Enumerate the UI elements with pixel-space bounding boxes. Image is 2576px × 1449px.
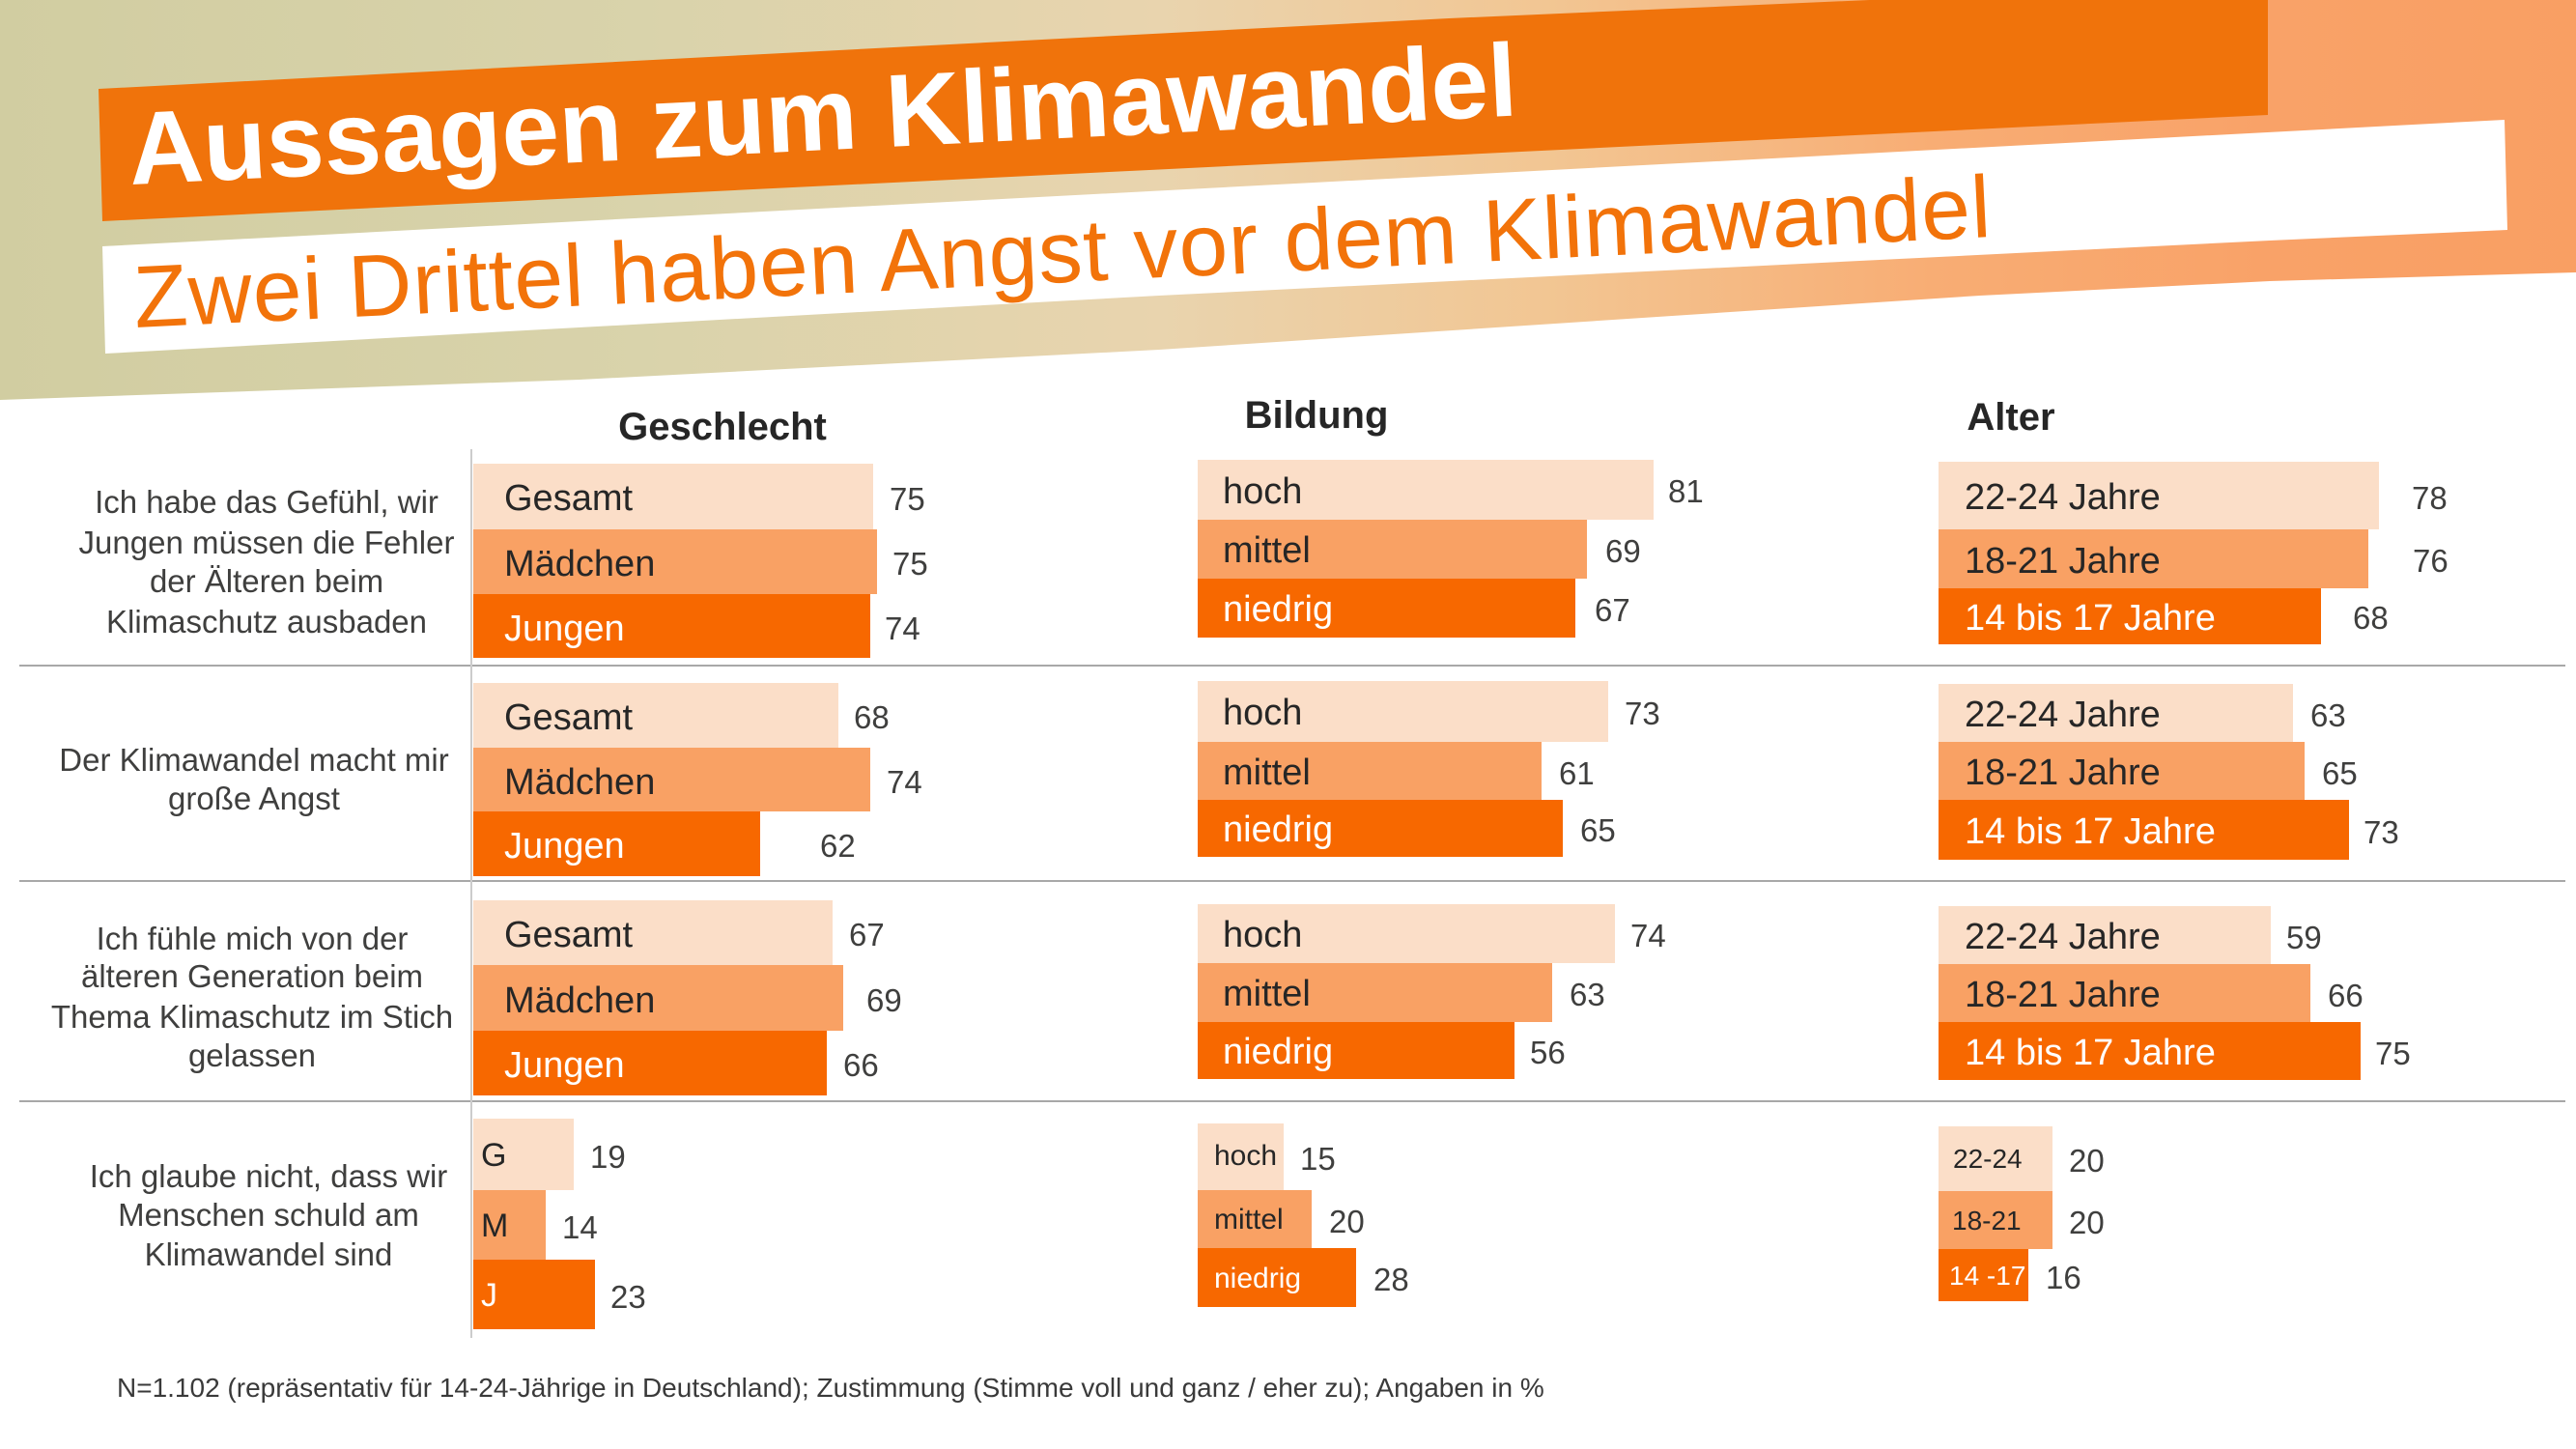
svg-text:14 bis 17 Jahre: 14 bis 17 Jahre xyxy=(1965,811,2216,852)
svg-text:Gesamt: Gesamt xyxy=(504,915,633,955)
svg-text:67: 67 xyxy=(849,917,885,952)
svg-text:hoch: hoch xyxy=(1214,1140,1277,1172)
svg-text:niedrig: niedrig xyxy=(1223,1032,1333,1072)
svg-text:73: 73 xyxy=(2364,814,2399,850)
svg-text:14 bis 17 Jahre: 14 bis 17 Jahre xyxy=(1965,1033,2216,1073)
svg-text:16: 16 xyxy=(2046,1260,2081,1295)
svg-text:18-21 Jahre: 18-21 Jahre xyxy=(1965,541,2161,582)
svg-text:19: 19 xyxy=(590,1139,626,1175)
svg-text:65: 65 xyxy=(2322,755,2358,791)
svg-text:23: 23 xyxy=(610,1279,646,1315)
svg-text:75: 75 xyxy=(892,546,928,582)
svg-text:15: 15 xyxy=(1300,1141,1336,1177)
svg-text:Jungen: Jungen xyxy=(504,609,625,649)
svg-text:mittel: mittel xyxy=(1214,1204,1284,1236)
svg-text:28: 28 xyxy=(1373,1262,1409,1297)
svg-text:74: 74 xyxy=(885,611,920,646)
svg-text:Mädchen: Mädchen xyxy=(504,544,655,584)
svg-text:niedrig: niedrig xyxy=(1223,589,1333,630)
svg-text:hoch: hoch xyxy=(1223,471,1302,512)
svg-text:78: 78 xyxy=(2412,480,2448,516)
svg-text:niedrig: niedrig xyxy=(1214,1263,1301,1294)
svg-text:hoch: hoch xyxy=(1223,915,1302,955)
svg-text:14 -17: 14 -17 xyxy=(1949,1261,2025,1291)
svg-text:Geschlecht: Geschlecht xyxy=(618,406,827,448)
svg-text:66: 66 xyxy=(843,1047,879,1083)
svg-text:63: 63 xyxy=(2310,697,2346,733)
svg-text:Der Klimawandel macht mir: Der Klimawandel macht mir xyxy=(59,742,448,778)
svg-text:Menschen schuld am: Menschen schuld am xyxy=(118,1197,419,1233)
svg-text:69: 69 xyxy=(1605,533,1641,569)
svg-text:N=1.102 (repräsentativ für 14-: N=1.102 (repräsentativ für 14-24-Jährige… xyxy=(117,1373,1544,1403)
svg-text:Mädchen: Mädchen xyxy=(504,980,655,1021)
svg-text:18-21: 18-21 xyxy=(1952,1206,2022,1236)
svg-text:Gesamt: Gesamt xyxy=(504,478,633,519)
svg-text:14: 14 xyxy=(562,1209,598,1245)
svg-text:65: 65 xyxy=(1580,812,1616,848)
svg-text:Jungen: Jungen xyxy=(504,1045,625,1086)
svg-text:66: 66 xyxy=(2328,978,2364,1013)
svg-text:63: 63 xyxy=(1570,977,1605,1012)
svg-text:Jungen: Jungen xyxy=(504,826,625,867)
svg-text:76: 76 xyxy=(2413,543,2449,579)
svg-text:Ich fühle mich von der: Ich fühle mich von der xyxy=(97,921,409,956)
svg-text:20: 20 xyxy=(1329,1204,1365,1239)
svg-text:68: 68 xyxy=(854,699,890,735)
svg-text:22-24 Jahre: 22-24 Jahre xyxy=(1965,695,2161,735)
svg-text:Klimaschutz ausbaden: Klimaschutz ausbaden xyxy=(106,604,427,639)
svg-text:Ich glaube nicht, dass wir: Ich glaube nicht, dass wir xyxy=(90,1158,448,1194)
svg-text:mittel: mittel xyxy=(1223,753,1311,793)
svg-text:der Älteren beim: der Älteren beim xyxy=(150,563,383,599)
svg-text:Bildung: Bildung xyxy=(1245,394,1389,437)
svg-text:J: J xyxy=(481,1277,497,1314)
svg-text:74: 74 xyxy=(887,764,922,800)
svg-text:18-21 Jahre: 18-21 Jahre xyxy=(1965,753,2161,793)
svg-text:22-24 Jahre: 22-24 Jahre xyxy=(1965,917,2161,957)
svg-text:mittel: mittel xyxy=(1223,530,1311,571)
svg-text:59: 59 xyxy=(2286,920,2322,955)
svg-text:große Angst: große Angst xyxy=(168,781,340,816)
svg-text:22-24 Jahre: 22-24 Jahre xyxy=(1965,477,2161,518)
svg-text:18-21 Jahre: 18-21 Jahre xyxy=(1965,975,2161,1015)
svg-text:älteren Generation beim: älteren Generation beim xyxy=(81,958,423,994)
svg-text:G: G xyxy=(481,1137,506,1174)
svg-text:Alter: Alter xyxy=(1967,396,2054,439)
svg-text:61: 61 xyxy=(1559,755,1595,791)
svg-text:mittel: mittel xyxy=(1223,974,1311,1014)
svg-text:gelassen: gelassen xyxy=(188,1037,316,1073)
svg-text:Jungen müssen die Fehler: Jungen müssen die Fehler xyxy=(79,525,455,560)
svg-text:Ich habe das Gefühl, wir: Ich habe das Gefühl, wir xyxy=(95,484,439,520)
svg-text:Thema Klimaschutz im Stich: Thema Klimaschutz im Stich xyxy=(51,999,453,1035)
svg-text:62: 62 xyxy=(820,828,856,864)
svg-text:75: 75 xyxy=(2375,1036,2411,1071)
svg-text:67: 67 xyxy=(1595,592,1630,628)
svg-text:14 bis 17 Jahre: 14 bis 17 Jahre xyxy=(1965,598,2216,639)
svg-text:Gesamt: Gesamt xyxy=(504,697,633,738)
svg-text:74: 74 xyxy=(1630,918,1666,953)
svg-text:Mädchen: Mädchen xyxy=(504,762,655,803)
svg-text:68: 68 xyxy=(2353,600,2389,636)
svg-text:M: M xyxy=(481,1208,508,1244)
svg-text:22-24: 22-24 xyxy=(1953,1144,2023,1174)
svg-text:Klimawandel sind: Klimawandel sind xyxy=(145,1236,393,1272)
svg-text:56: 56 xyxy=(1530,1035,1566,1070)
svg-text:niedrig: niedrig xyxy=(1223,810,1333,850)
svg-text:73: 73 xyxy=(1625,696,1660,731)
svg-text:69: 69 xyxy=(866,982,902,1018)
svg-text:81: 81 xyxy=(1668,473,1704,509)
svg-text:20: 20 xyxy=(2069,1205,2105,1240)
svg-text:hoch: hoch xyxy=(1223,693,1302,733)
svg-text:75: 75 xyxy=(890,481,925,517)
svg-text:20: 20 xyxy=(2069,1143,2105,1179)
